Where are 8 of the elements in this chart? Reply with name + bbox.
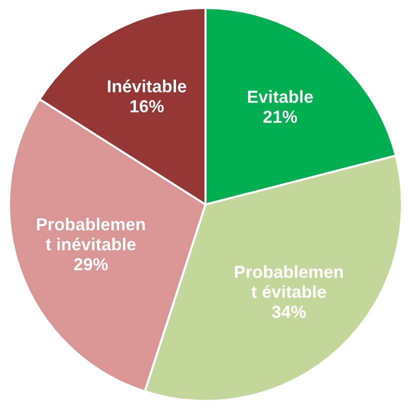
data-label: 21% [263, 110, 298, 123]
slice-label: Inévitable [108, 80, 186, 92]
data-label: 34% [272, 306, 306, 318]
data-label: 16% [130, 100, 164, 112]
slice-label: Probablemen t évitable [235, 265, 343, 298]
slice-label: Evitable [248, 90, 313, 103]
slice-label: Probablemen t inévitable [37, 218, 145, 250]
data-label: 29% [74, 258, 108, 270]
